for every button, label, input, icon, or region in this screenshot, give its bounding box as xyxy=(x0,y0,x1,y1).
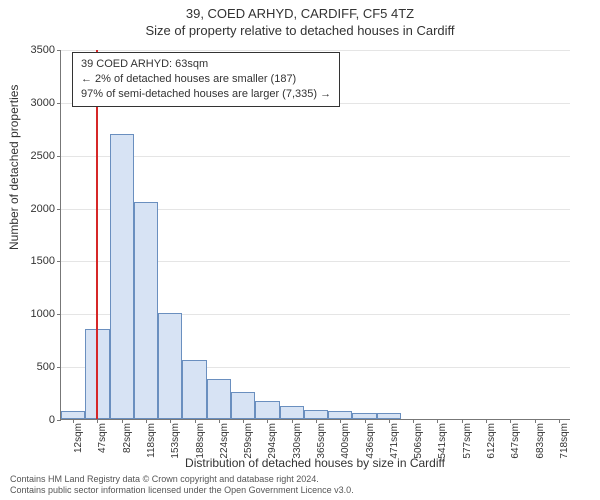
ytick-label: 1000 xyxy=(31,308,61,320)
xtick-label: 718sqm xyxy=(559,423,570,459)
info-line-3: 97% of semi-detached houses are larger (… xyxy=(81,87,331,102)
histogram-bar xyxy=(61,411,85,419)
xtick-label: 365sqm xyxy=(316,423,327,459)
xtick-label: 436sqm xyxy=(365,423,376,459)
info-line-1: 39 COED ARHYD: 63sqm xyxy=(81,57,331,72)
xtick-label: 647sqm xyxy=(510,423,521,459)
xtick-label: 118sqm xyxy=(146,423,157,458)
xtick-label: 330sqm xyxy=(292,423,303,459)
xtick-label: 683sqm xyxy=(535,423,546,459)
histogram-bar xyxy=(134,202,158,419)
xtick-label: 400sqm xyxy=(340,423,351,459)
chart-container: 39, COED ARHYD, CARDIFF, CF5 4TZ Size of… xyxy=(0,0,600,500)
info-line-2: ← 2% of detached houses are smaller (187… xyxy=(81,72,331,87)
histogram-bar xyxy=(158,313,182,419)
histogram-bar xyxy=(231,392,255,419)
xtick-label: 259sqm xyxy=(243,423,254,459)
xtick-label: 82sqm xyxy=(122,423,133,453)
histogram-bar xyxy=(182,360,206,419)
info-box: 39 COED ARHYD: 63sqm ← 2% of detached ho… xyxy=(72,52,340,107)
gridline xyxy=(61,50,570,51)
y-axis-title: Number of detached properties xyxy=(7,85,21,250)
histogram-bar xyxy=(207,379,231,419)
ytick-label: 3000 xyxy=(31,97,61,109)
attribution-line-2: Contains public sector information licen… xyxy=(10,485,354,496)
x-axis-title: Distribution of detached houses by size … xyxy=(60,456,570,470)
ytick-label: 500 xyxy=(37,361,61,373)
xtick-label: 188sqm xyxy=(195,423,206,459)
xtick-label: 224sqm xyxy=(219,423,230,459)
chart-title-sub: Size of property relative to detached ho… xyxy=(0,21,600,38)
ytick-label: 1500 xyxy=(31,255,61,267)
xtick-label: 471sqm xyxy=(389,423,400,459)
histogram-bar xyxy=(280,406,304,419)
xtick-label: 612sqm xyxy=(486,423,497,459)
ytick-label: 2000 xyxy=(31,203,61,215)
histogram-bar xyxy=(304,410,328,419)
ytick-label: 0 xyxy=(49,414,61,426)
chart-title-main: 39, COED ARHYD, CARDIFF, CF5 4TZ xyxy=(0,0,600,21)
ytick-label: 2500 xyxy=(31,150,61,162)
xtick-label: 153sqm xyxy=(170,423,181,459)
histogram-bar xyxy=(110,134,134,419)
attribution-line-1: Contains HM Land Registry data © Crown c… xyxy=(10,474,354,485)
xtick-label: 541sqm xyxy=(437,423,448,459)
ytick-label: 3500 xyxy=(31,44,61,56)
gridline xyxy=(61,156,570,157)
xtick-label: 12sqm xyxy=(73,423,84,453)
histogram-bar xyxy=(328,411,352,419)
xtick-label: 577sqm xyxy=(462,423,473,459)
attribution: Contains HM Land Registry data © Crown c… xyxy=(10,474,354,497)
xtick-label: 47sqm xyxy=(97,423,108,453)
histogram-bar xyxy=(255,401,279,419)
xtick-label: 506sqm xyxy=(413,423,424,459)
xtick-label: 294sqm xyxy=(267,423,278,459)
